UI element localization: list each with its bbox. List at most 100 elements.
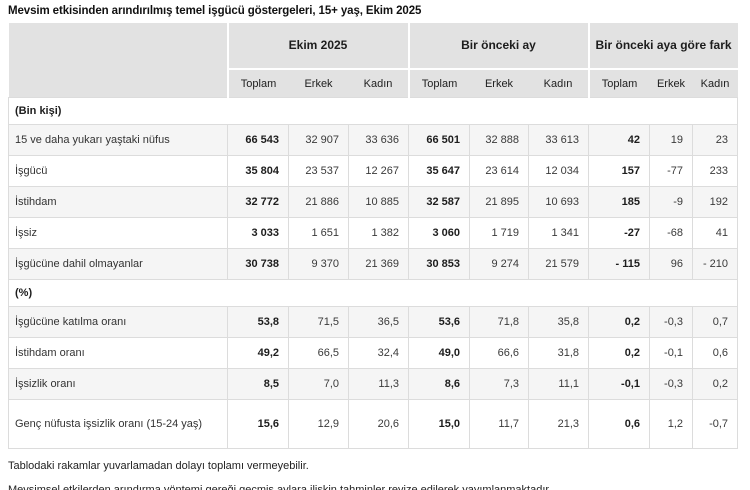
row-label: İşgücü xyxy=(8,155,228,187)
cell: 185 xyxy=(588,186,650,218)
cell: 233 xyxy=(691,155,739,187)
section-label: (Bin kişi) xyxy=(7,97,739,125)
col-header-toplam-3: Toplam xyxy=(587,69,650,98)
page-title: Mevsim etkisinden arındırılmış temel işg… xyxy=(8,5,422,17)
cell: 33 613 xyxy=(528,124,589,156)
cell: 20,6 xyxy=(348,399,409,449)
section-label: (%) xyxy=(7,279,739,307)
cell: 3 060 xyxy=(408,217,470,249)
cell: 33 636 xyxy=(348,124,409,156)
cell: 0,6 xyxy=(691,337,739,369)
cell: -27 xyxy=(588,217,650,249)
table-row-isgucu: İşgücü 35 804 23 537 12 267 35 647 23 61… xyxy=(8,155,739,187)
cell: 1 651 xyxy=(288,217,349,249)
table-row-istihdam: İstihdam 32 772 21 886 10 885 32 587 21 … xyxy=(8,186,739,218)
col-header-kadin-2: Kadın xyxy=(528,69,589,98)
col-group-aya-gore-fark: Bir önceki aya göre fark xyxy=(587,23,738,70)
table-row-genc-issizlik: Genç nüfusta işsizlik oranı (15-24 yaş) … xyxy=(8,399,739,449)
row-label: İşgücüne katılma oranı xyxy=(8,306,228,338)
cell: 53,6 xyxy=(408,306,470,338)
col-header-toplam-2: Toplam xyxy=(407,69,470,98)
cell: 0,2 xyxy=(691,368,739,400)
cell: 10 885 xyxy=(348,186,409,218)
cell: 49,2 xyxy=(227,337,289,369)
col-group-onceki-ay: Bir önceki ay xyxy=(407,23,589,70)
cell: 0,7 xyxy=(691,306,739,338)
cell: 1 382 xyxy=(348,217,409,249)
cell: 32 772 xyxy=(227,186,289,218)
cell: 12 267 xyxy=(348,155,409,187)
cell: 192 xyxy=(691,186,739,218)
group-header-row: Ekim 2025 Bir önceki ay Bir önceki aya g… xyxy=(8,23,738,98)
cell: 23 537 xyxy=(288,155,349,187)
labour-indicators-table: Ekim 2025 Bir önceki ay Bir önceki aya g… xyxy=(7,23,739,449)
cell: 31,8 xyxy=(528,337,589,369)
cell: 1,2 xyxy=(649,399,693,449)
cell: -0,3 xyxy=(649,368,693,400)
table-row-istihdam-orani: İstihdam oranı 49,2 66,5 32,4 49,0 66,6 … xyxy=(8,337,739,369)
cell: 3 033 xyxy=(227,217,289,249)
table-row-dahil-olmayanlar: İşgücüne dahil olmayanlar 30 738 9 370 2… xyxy=(8,248,739,280)
cell: -0,1 xyxy=(649,337,693,369)
table-body: (Bin kişi) 15 ve daha yukarı yaştaki nüf… xyxy=(7,97,739,449)
cell: 71,8 xyxy=(469,306,529,338)
cell: 7,0 xyxy=(288,368,349,400)
cell: 8,5 xyxy=(227,368,289,400)
cell: -68 xyxy=(649,217,693,249)
cell: 66 543 xyxy=(227,124,289,156)
sub-header-row: Toplam Erkek Kadın Toplam Erkek Kadın To… xyxy=(9,69,738,98)
cell: 1 341 xyxy=(528,217,589,249)
cell: 42 xyxy=(588,124,650,156)
cell: 8,6 xyxy=(408,368,470,400)
row-label: İstihdam oranı xyxy=(8,337,228,369)
cell: 32 587 xyxy=(408,186,470,218)
corner-cell xyxy=(8,23,228,98)
col-header-toplam-1: Toplam xyxy=(226,69,289,98)
cell: 66 501 xyxy=(408,124,470,156)
cell: 7,3 xyxy=(469,368,529,400)
cell: 32,4 xyxy=(348,337,409,369)
table-row-issiz: İşsiz 3 033 1 651 1 382 3 060 1 719 1 34… xyxy=(8,217,739,249)
cell: 71,5 xyxy=(288,306,349,338)
cell: 12 034 xyxy=(528,155,589,187)
cell: 21 369 xyxy=(348,248,409,280)
col-header-erkek-2: Erkek xyxy=(469,69,529,98)
cell: 12,9 xyxy=(288,399,349,449)
cell: 9 370 xyxy=(288,248,349,280)
cell: 19 xyxy=(649,124,693,156)
footnote-revision: Mevsimsel etkilerden arındırma yöntemi g… xyxy=(8,483,552,490)
cell: 66,6 xyxy=(469,337,529,369)
table-row-katilma-orani: İşgücüne katılma oranı 53,8 71,5 36,5 53… xyxy=(8,306,739,338)
cell: -77 xyxy=(649,155,693,187)
cell: 15,6 xyxy=(227,399,289,449)
cell: 35 804 xyxy=(227,155,289,187)
cell: -9 xyxy=(649,186,693,218)
row-label: İşgücüne dahil olmayanlar xyxy=(8,248,228,280)
cell: - 210 xyxy=(691,248,739,280)
cell: 30 738 xyxy=(227,248,289,280)
cell: 32 907 xyxy=(288,124,349,156)
section-row-bin-kisi: (Bin kişi) xyxy=(7,97,739,125)
cell: -0,1 xyxy=(588,368,650,400)
cell: 11,1 xyxy=(528,368,589,400)
cell: 23 xyxy=(691,124,739,156)
table-header: Ekim 2025 Bir önceki ay Bir önceki aya g… xyxy=(8,23,738,98)
cell: 35,8 xyxy=(528,306,589,338)
row-label: İşsizlik oranı xyxy=(8,368,228,400)
cell: 21,3 xyxy=(528,399,589,449)
cell: 32 888 xyxy=(469,124,529,156)
table-row-nufus: 15 ve daha yukarı yaştaki nüfus 66 543 3… xyxy=(8,124,739,156)
cell: 1 719 xyxy=(469,217,529,249)
footnote-rounding: Tablodaki rakamlar yuvarlamadan dolayı t… xyxy=(8,460,309,472)
cell: 0,2 xyxy=(588,306,650,338)
cell: -0,3 xyxy=(649,306,693,338)
col-header-erkek-1: Erkek xyxy=(288,69,349,98)
cell: 11,7 xyxy=(469,399,529,449)
col-header-kadin-3: Kadın xyxy=(692,69,738,98)
cell: 21 886 xyxy=(288,186,349,218)
cell: 11,3 xyxy=(348,368,409,400)
cell: - 115 xyxy=(588,248,650,280)
cell: 0,2 xyxy=(588,337,650,369)
cell: 0,6 xyxy=(588,399,650,449)
